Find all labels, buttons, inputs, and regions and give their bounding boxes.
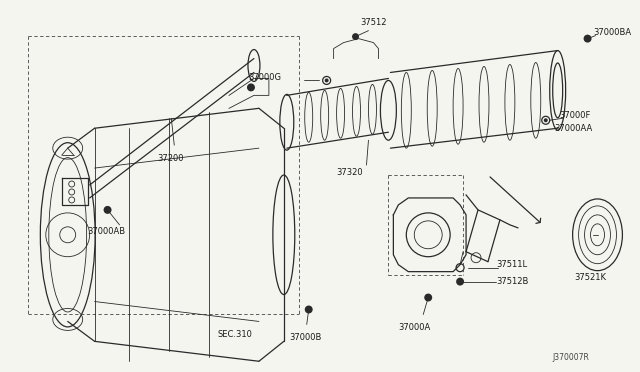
Circle shape (305, 305, 313, 314)
Circle shape (247, 83, 255, 92)
Text: 37512B: 37512B (496, 277, 528, 286)
Text: 37320: 37320 (337, 167, 364, 177)
Text: 37000A: 37000A (398, 323, 431, 332)
Circle shape (456, 278, 464, 286)
Text: 37000B: 37000B (289, 333, 321, 342)
Text: 37200: 37200 (157, 154, 184, 163)
Circle shape (424, 294, 432, 302)
Circle shape (324, 78, 328, 83)
Text: 37000BA: 37000BA (593, 28, 632, 37)
Text: SEC.310: SEC.310 (217, 330, 252, 339)
Circle shape (104, 206, 111, 214)
Text: 37512: 37512 (360, 18, 387, 27)
Text: 37000G: 37000G (248, 73, 281, 82)
Text: J370007R: J370007R (553, 353, 589, 362)
Circle shape (352, 33, 359, 40)
Text: 37000AA: 37000AA (555, 124, 593, 133)
Text: 37000F: 37000F (559, 111, 591, 120)
Text: 37511L: 37511L (496, 260, 527, 269)
Circle shape (544, 118, 548, 122)
Circle shape (584, 35, 591, 43)
Text: 37521K: 37521K (575, 273, 607, 282)
Text: 37000AB: 37000AB (88, 227, 126, 236)
